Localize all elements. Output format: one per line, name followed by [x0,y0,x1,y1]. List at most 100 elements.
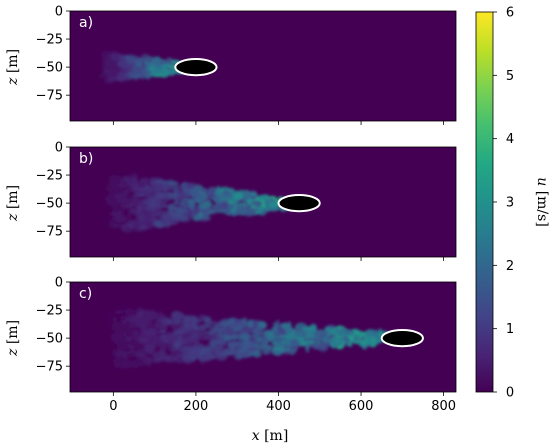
colorbar-tick-label: 3 [506,196,514,211]
wake-cell [186,344,198,349]
wake-cell [252,340,260,350]
wake-cell [179,191,186,199]
ylabel-b-var: z [5,213,21,222]
wake-cell [166,335,177,341]
colorbar-tick-label: 4 [506,132,514,147]
wake-cell [155,357,161,362]
wake-cell [116,74,129,82]
wake-cell [168,180,179,186]
wake-cell [259,344,273,350]
colorbar [475,11,494,393]
wake-cell [159,60,173,65]
wake-cell [158,205,172,209]
wake-cell [109,315,118,324]
colorbar-tick-label: 0 [506,386,514,401]
wake-cell [164,320,173,325]
wake-cell [226,206,232,217]
wake-cell [111,323,120,328]
wake-cell [256,194,268,200]
wake-cell [194,208,200,215]
wake-cell [129,338,141,347]
wake-cell [212,323,221,332]
wake-cell [112,349,123,353]
wake-cell [108,174,121,182]
wake-cell [285,346,292,352]
wake-cell [216,333,222,338]
panel-label-b: b) [79,151,93,167]
wake-cell [217,202,223,211]
ytick-label: 0 [55,141,63,156]
wake-cell [239,332,250,341]
wake-cell [105,196,115,203]
panel-c: 0 −25 −50 −75 [36,276,457,396]
wake-cell [183,215,188,221]
wake-cell [112,179,120,188]
wake-cell [135,317,150,326]
wake-cell [172,326,182,330]
wake-cell [112,332,122,337]
wake-cell [199,204,207,210]
wake-cell [252,350,262,358]
wake-field [98,50,187,85]
wake-cell [130,196,138,206]
panel-a: 0 −25 −50 −75 [36,5,457,125]
ytick-label: 0 [55,5,63,20]
wake-cell [155,311,164,320]
wake-cell [343,329,355,336]
wake-cell [237,325,242,332]
wake-cell [205,211,215,215]
wake-cell [156,206,163,215]
wake-cell [184,327,189,337]
wake-cell [182,353,194,362]
wake-cell [211,343,218,348]
wake-cell [125,65,134,73]
wake-cell [204,330,217,335]
wake-cell [197,356,211,362]
wake-cell [150,196,158,206]
ytick-label: −75 [36,89,63,104]
wake-cell [224,346,236,356]
wake-cell [313,340,318,350]
wake-cell [144,214,155,220]
wake-cell [233,319,246,326]
wake-cell [301,326,315,331]
wake-cell [189,202,196,211]
ylabel-b: z [m] [5,185,21,222]
wake-cell [146,210,151,215]
wake-cell [156,194,167,200]
wake-cell [133,350,141,357]
wake-cell [168,340,174,350]
wake-cell [221,333,229,337]
wake-cell [322,338,332,343]
wake-cell [145,313,154,321]
ytick-label: −50 [36,197,63,212]
xlabel-var: x [252,428,260,444]
wake-cell [247,347,259,351]
ylabel-a: z [m] [5,49,21,86]
wake-cell [126,214,132,220]
colorbar-label-var: u [534,177,550,186]
wake-cell [135,307,145,316]
wake-cell [283,337,292,346]
svg-text:z [m]: z [m] [5,49,21,86]
wake-cell [189,329,202,334]
wake-cell [221,193,235,198]
wake-cell [132,330,139,337]
panel-label-c: c) [79,286,92,302]
wake-cell [247,319,254,328]
wake-cell [183,199,189,210]
wake-cell [214,347,219,357]
ylabel-c-var: z [5,348,21,357]
xlabel: x [m] [252,428,289,444]
wake-cell [219,348,225,352]
wake-cell [101,58,113,64]
wake-cell [132,222,139,232]
ytick-label: 0 [55,276,63,291]
wake-cell [280,323,292,329]
wake-cell [110,54,119,61]
wake-cell [160,333,167,339]
colorbar-tick-label: 2 [506,259,514,274]
wake-cell [125,361,138,364]
wake-cell [125,314,140,322]
wake-cell [108,220,116,224]
